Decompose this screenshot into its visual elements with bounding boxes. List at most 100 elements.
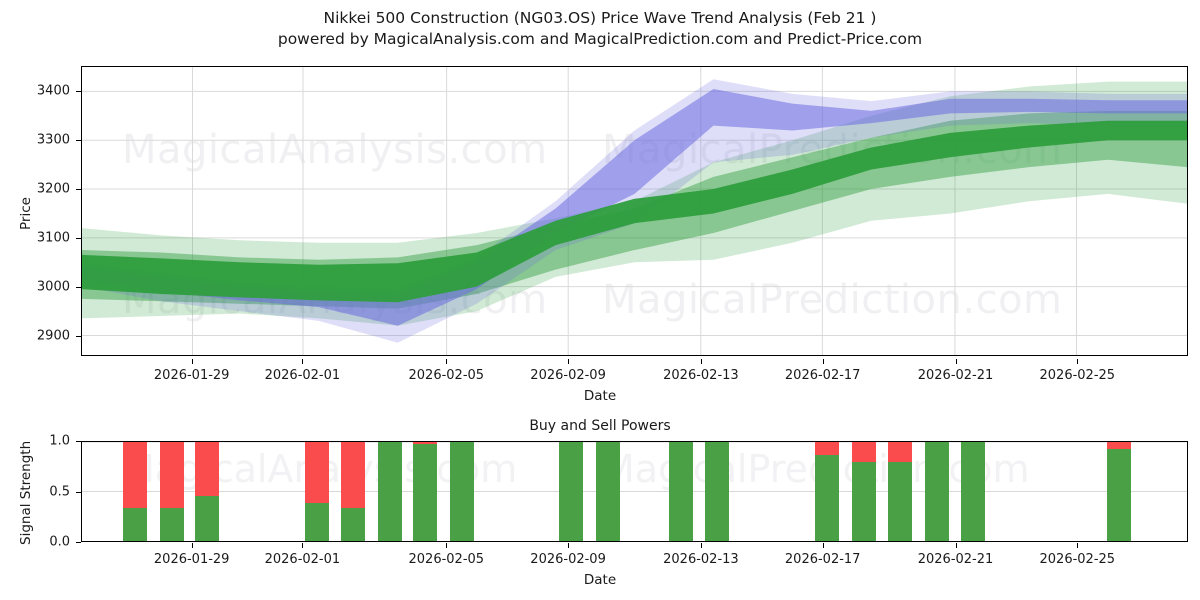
price-x-tick-label: 2026-01-29 [153,368,230,383]
buy-power-segment [341,507,366,541]
price-x-tick-mark [700,359,702,364]
power-x-axis-title: Date [583,572,617,588]
power-y-axis-title: Signal Strength [18,440,34,545]
price-x-tick-mark [446,359,448,364]
buy-power-segment [851,462,876,541]
price-bands-svg [82,67,1187,355]
page-title: Nikkei 500 Construction (NG03.OS) Price … [323,9,877,27]
power-x-tick-mark [302,543,304,548]
sell-power-segment [815,442,839,456]
power-bar[interactable] [668,442,693,541]
price-y-tick-mark [76,287,81,289]
price-y-tick-mark [76,90,81,92]
price-x-tick-label: 2026-02-09 [530,368,606,383]
power-y-tick-mark [76,441,81,442]
power-x-tick-label: 2026-01-29 [153,552,230,567]
sell-power-segment [413,442,438,444]
price-y-axis: 2900 3000 3100 3200 3300 3400 [0,0,81,600]
price-y-tick-label: 3400 [36,83,70,99]
buy-power-segment [705,442,730,541]
buy-power-segment [159,507,184,541]
price-x-axis-title: Date [583,388,617,404]
power-bar[interactable] [304,442,329,541]
power-bar[interactable] [705,442,730,541]
power-x-tick-label: 2026-02-13 [663,552,739,567]
buy-power-segment [304,502,329,541]
price-y-tick-label: 2900 [36,328,70,344]
power-bar[interactable] [195,442,220,541]
buy-power-segment [815,455,839,541]
buy-power-segment [888,462,913,541]
price-x-tick-mark [822,359,824,364]
buy-sell-powers-chart[interactable]: MagicalAnalysis.com MagicalPrediction.co… [81,441,1188,542]
price-y-tick-label: 3300 [36,132,70,148]
buy-power-segment [449,442,474,541]
price-x-tick-label: 2026-02-05 [408,368,485,383]
power-y-tick-mark [76,542,81,543]
power-bar[interactable] [815,442,839,541]
power-gridlines [82,442,1187,492]
power-x-tick-mark [446,543,448,548]
green-core-band [82,120,1187,303]
power-x-tick-mark [568,543,570,548]
power-bar[interactable] [924,442,949,541]
power-bar[interactable] [341,442,366,541]
price-x-axis: 2026-01-29 2026-02-01 2026-02-05 2026-02-09… [0,359,1200,384]
power-bar[interactable] [559,442,584,541]
price-y-tick-mark [76,336,81,338]
buy-power-segment [123,507,148,541]
power-bar[interactable] [449,442,474,541]
power-y-tick-mark [76,491,81,493]
price-wave-chart[interactable]: MagicalAnalysis.com MagicalAnalysis.com … [81,66,1188,356]
sell-power-segment [159,442,184,508]
power-x-tick-mark [191,543,193,548]
price-x-tick-label: 2026-02-21 [917,368,994,383]
power-x-tick-label: 2026-02-25 [1039,552,1116,567]
buy-power-segment [377,442,402,541]
sell-power-segment [123,442,148,508]
power-x-tick-label: 2026-02-21 [917,552,994,567]
power-bar[interactable] [1107,442,1132,541]
power-bar[interactable] [123,442,148,541]
power-x-tick-label: 2026-02-09 [530,552,606,567]
sell-power-segment [341,442,366,508]
power-x-tick-label: 2026-02-05 [408,552,485,567]
price-x-tick-label: 2026-02-13 [663,368,739,383]
price-y-tick-label: 3100 [36,230,70,246]
power-bar[interactable] [159,442,184,541]
page-subtitle: powered by MagicalAnalysis.com and Magic… [277,30,923,48]
power-bar[interactable] [888,442,913,541]
buy-power-segment [559,442,584,541]
price-y-tick-mark [76,238,81,240]
power-x-tick-label: 2026-02-01 [264,552,341,567]
power-x-tick-mark [955,543,957,548]
blue-core-band [82,88,1187,326]
power-bar[interactable] [413,442,438,541]
sell-power-segment [1107,442,1132,450]
sell-power-segment [304,442,329,503]
power-y-tick-label: 0.5 [49,484,70,499]
power-x-tick-mark [700,543,702,548]
price-y-tick-label: 3200 [36,181,70,197]
title-block: Nikkei 500 Construction (NG03.OS) Price … [0,8,1200,50]
sell-power-segment [851,442,876,463]
buy-power-segment [1107,449,1132,541]
buy-power-segment [924,442,949,541]
power-bar[interactable] [961,442,986,541]
power-bar[interactable] [851,442,876,541]
buy-power-segment [195,495,220,541]
price-x-tick-mark [568,359,570,364]
price-x-tick-label: 2026-02-17 [784,368,861,383]
power-bar[interactable] [377,442,402,541]
price-y-tick-mark [76,188,81,190]
buy-power-segment [668,442,693,541]
price-x-tick-mark [955,359,957,364]
price-y-tick-mark [76,139,81,141]
power-bar[interactable] [595,442,620,541]
sell-power-segment [888,442,913,463]
price-x-tick-mark [1077,359,1079,364]
price-x-tick-label: 2026-02-25 [1039,368,1116,383]
power-x-axis: 2026-01-29 2026-02-01 2026-02-05 2026-02-09… [0,543,1200,568]
power-x-tick-mark [1077,543,1079,548]
